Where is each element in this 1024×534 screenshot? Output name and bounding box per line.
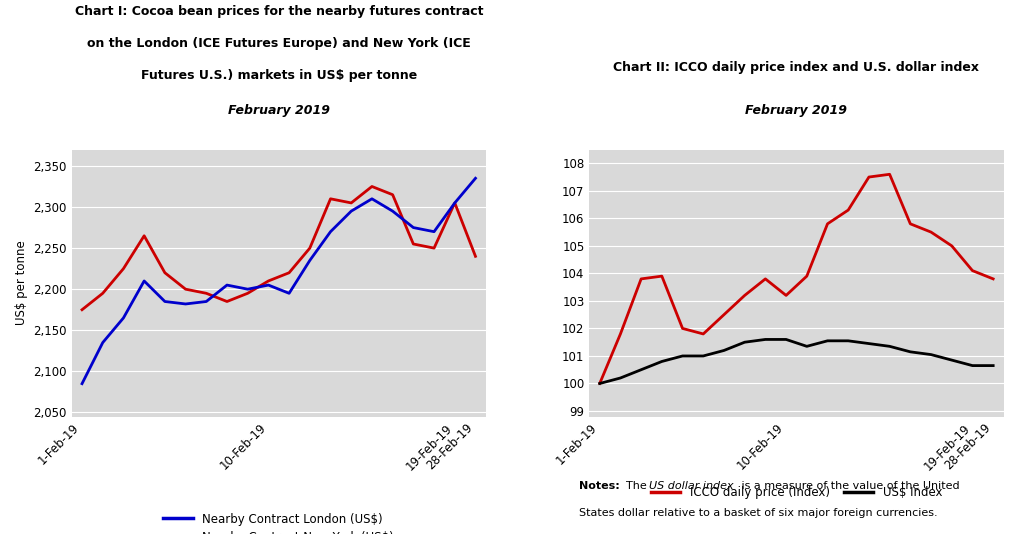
Text: Chart I: Cocoa bean prices for the nearby futures contract: Chart I: Cocoa bean prices for the nearb… bbox=[75, 5, 483, 18]
Text: is a measure of the value of the United: is a measure of the value of the United bbox=[738, 481, 959, 491]
Text: The: The bbox=[627, 481, 650, 491]
Text: Notes:: Notes: bbox=[580, 481, 624, 491]
Text: February 2019: February 2019 bbox=[745, 104, 848, 117]
Text: Futures U.S.) markets in US$ per tonne: Futures U.S.) markets in US$ per tonne bbox=[140, 69, 417, 82]
Text: US dollar index: US dollar index bbox=[649, 481, 733, 491]
Text: on the London (ICE Futures Europe) and New York (ICE: on the London (ICE Futures Europe) and N… bbox=[87, 37, 471, 50]
Legend: Nearby Contract London (US$), Nearby Contract New York (US$): Nearby Contract London (US$), Nearby Con… bbox=[159, 508, 398, 534]
Text: Chart II: ICCO daily price index and U.S. dollar index: Chart II: ICCO daily price index and U.S… bbox=[613, 61, 979, 74]
Y-axis label: US$ per tonne: US$ per tonne bbox=[14, 241, 28, 325]
Legend: ICCO daily price (Index), US$ Index: ICCO daily price (Index), US$ Index bbox=[646, 481, 947, 504]
Text: February 2019: February 2019 bbox=[227, 104, 330, 117]
Text: States dollar relative to a basket of six major foreign currencies.: States dollar relative to a basket of si… bbox=[580, 508, 938, 519]
